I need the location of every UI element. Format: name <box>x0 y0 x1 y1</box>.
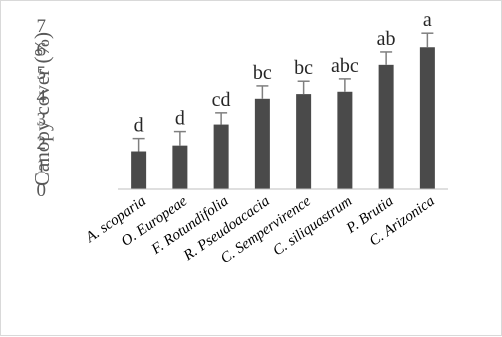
bar <box>213 124 229 189</box>
y-tick-label: 0 <box>37 180 47 201</box>
bar <box>131 151 147 189</box>
error-bars <box>132 32 434 152</box>
y-tick-label: 6 <box>37 39 47 60</box>
bar <box>419 47 435 189</box>
y-tick-label: 2 <box>37 133 47 154</box>
bar <box>254 98 270 189</box>
significance-letter: a <box>423 9 432 31</box>
significance-letter: abc <box>331 55 359 77</box>
bar <box>172 145 188 189</box>
y-axis-title: Canopy cover (%) <box>30 32 54 186</box>
y-tick-label: 4 <box>37 86 47 107</box>
significance-letter: cd <box>212 89 231 111</box>
significance-letter: bc <box>294 57 313 79</box>
bar <box>378 64 394 189</box>
significance-letter: bc <box>253 62 272 84</box>
bar <box>296 94 312 189</box>
y-tick-label: 1 <box>37 157 47 178</box>
y-tick-label: 3 <box>37 110 47 131</box>
y-axis-ticks: 01 23 45 67 <box>37 16 47 201</box>
significance-letter: d <box>134 115 144 137</box>
significance-letter: ab <box>377 28 396 50</box>
y-tick-label: 7 <box>37 16 47 37</box>
bars <box>131 47 435 189</box>
significance-letter: d <box>175 108 185 130</box>
y-tick-label: 5 <box>37 63 47 84</box>
bar <box>337 91 353 189</box>
